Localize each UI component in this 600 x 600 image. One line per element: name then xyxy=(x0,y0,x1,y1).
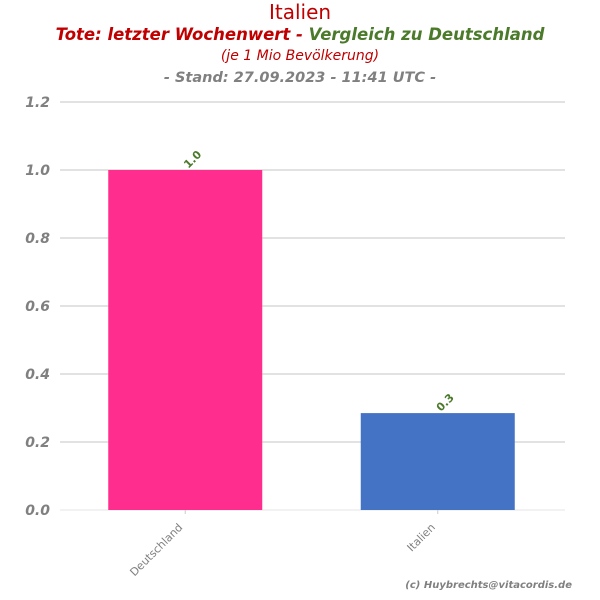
bar-deutschland xyxy=(108,170,263,510)
x-tick-label: Deutschland xyxy=(127,521,185,579)
data-label: 1.0 xyxy=(181,148,204,171)
y-tick-label: 1.2 xyxy=(25,95,50,111)
subtitle-part-deaths: Tote: letzter Wochenwert - xyxy=(55,25,309,44)
data-label: 0.3 xyxy=(434,391,457,414)
subtitle-part-comparison: Vergleich zu Deutschland xyxy=(308,25,545,44)
y-tick-label: 0.0 xyxy=(25,503,50,519)
y-tick-label: 0.8 xyxy=(25,231,50,247)
y-tick-label: 1.0 xyxy=(25,163,50,179)
x-tick-label: Italien xyxy=(405,521,438,554)
bar-italien xyxy=(360,413,515,510)
chart-subtitle-timestamp: - Stand: 27.09.2023 - 11:41 UTC - xyxy=(163,70,437,86)
chart-subtitle-unit: (je 1 Mio Bevölkerung) xyxy=(220,48,380,64)
chart-title: Italien xyxy=(268,0,332,24)
credit-text: (c) Huybrechts@vitacordis.de xyxy=(405,580,572,591)
y-tick-label: 0.2 xyxy=(25,435,50,451)
y-tick-label: 0.4 xyxy=(25,367,50,383)
chart-subtitle: Tote: letzter Wochenwert - Vergleich zu … xyxy=(0,24,600,46)
y-tick-label: 0.6 xyxy=(25,299,50,315)
